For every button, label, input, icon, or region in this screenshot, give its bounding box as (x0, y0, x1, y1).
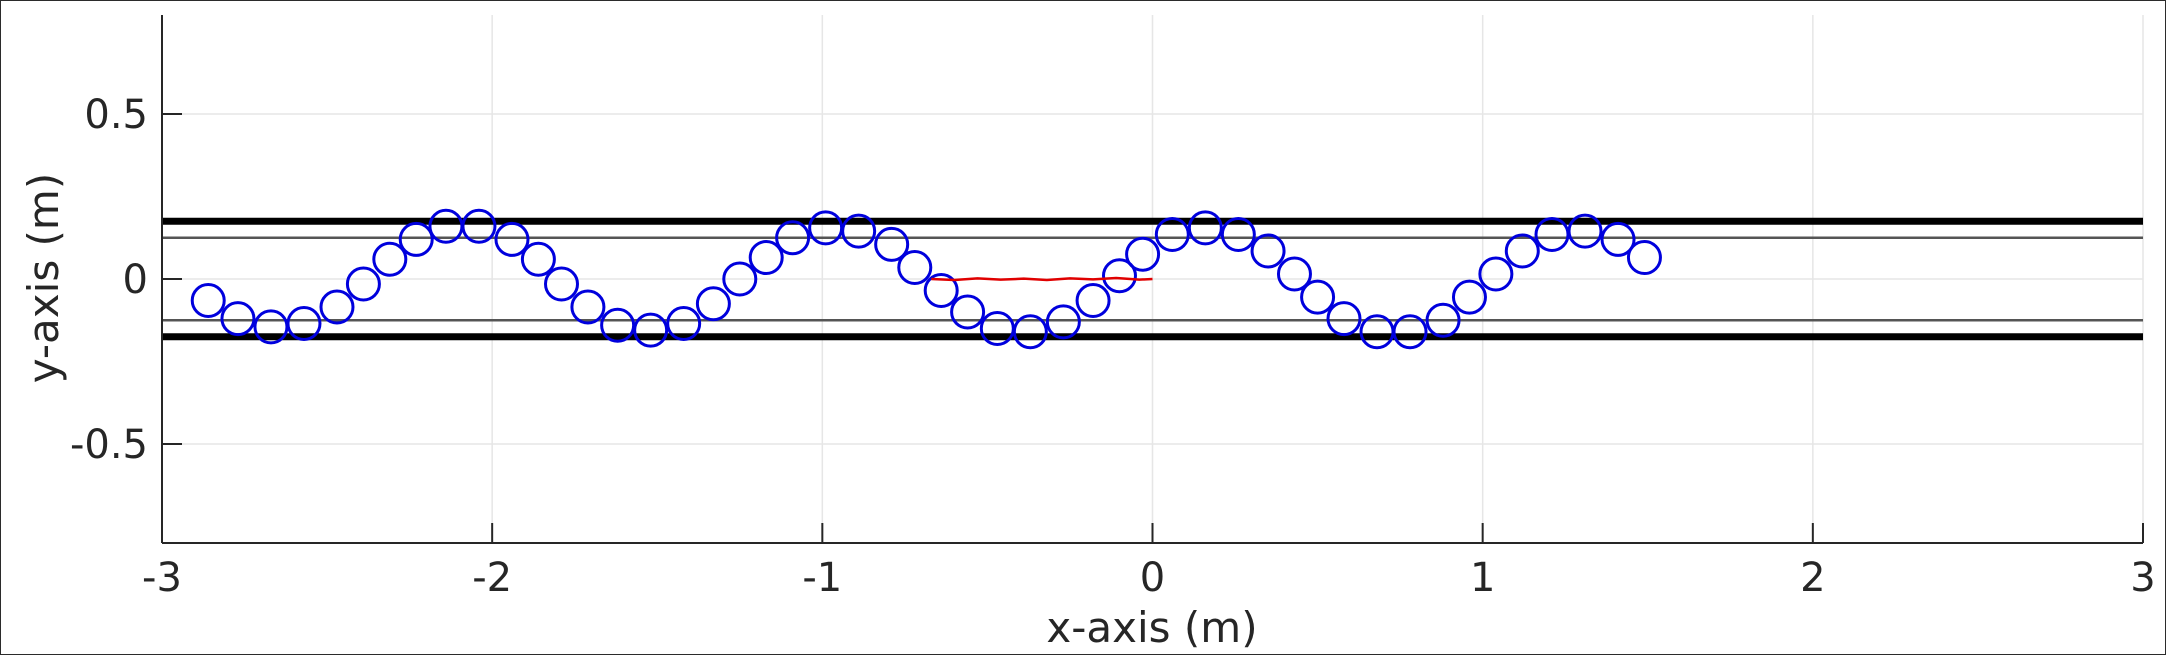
data-point (695, 286, 731, 322)
data-point (1220, 216, 1256, 252)
y-tick-label: 0 (123, 257, 148, 303)
data-point (461, 208, 497, 244)
x-tick-label: 0 (1140, 555, 1165, 601)
data-point (220, 301, 256, 337)
data-point (1478, 256, 1514, 292)
data-point (494, 221, 530, 257)
data-point (286, 306, 322, 342)
data-point (345, 266, 381, 302)
data-point (808, 210, 844, 246)
data-point (1600, 221, 1636, 257)
data-point (544, 266, 580, 302)
x-tick-label: 3 (2130, 555, 2155, 601)
tick-labels: -3 -2 -1 0 1 2 3 -0.5 0 0.5 (70, 92, 2156, 601)
x-tick-label: -2 (472, 555, 512, 601)
data-point (570, 289, 606, 325)
data-point (722, 261, 758, 297)
data-point (1425, 302, 1461, 338)
axes (161, 15, 2144, 544)
data-point (841, 213, 877, 249)
data-point (1504, 233, 1540, 269)
data-point (520, 241, 556, 277)
data-point (666, 306, 702, 342)
data-point (897, 249, 933, 285)
y-tick-label: -0.5 (70, 422, 148, 468)
x-tick-label: 1 (1470, 555, 1495, 601)
data-point (190, 282, 226, 318)
x-tick-label: -3 (142, 555, 182, 601)
data-point (923, 273, 959, 309)
y-axis-label: y-axis (m) (19, 173, 68, 383)
data-point (1326, 301, 1362, 337)
data-point (1045, 304, 1081, 340)
data-point (1075, 282, 1111, 318)
data-point (1101, 258, 1137, 294)
path-line (931, 276, 1153, 282)
data-point (1154, 216, 1190, 252)
data-point (775, 220, 811, 256)
data-point (1012, 314, 1048, 350)
data-point (1300, 279, 1336, 315)
reference-lines (162, 217, 2143, 341)
data-point (874, 226, 910, 262)
data-marks (190, 208, 1662, 350)
y-tick-label: 0.5 (84, 92, 148, 138)
x-tick-label: -1 (802, 555, 842, 601)
data-point (633, 312, 669, 348)
data-point (1451, 279, 1487, 315)
data-point (748, 240, 784, 276)
data-point (950, 294, 986, 330)
data-point (1250, 233, 1286, 269)
data-point (1125, 236, 1161, 272)
data-point (1392, 314, 1428, 350)
data-point (1187, 210, 1223, 246)
data-point (372, 241, 408, 277)
data-point (1567, 213, 1603, 249)
x-axis-label: x-axis (m) (1046, 603, 1257, 652)
data-point (319, 289, 355, 325)
data-point (1626, 240, 1662, 276)
x-tick-label: 2 (1800, 555, 1825, 601)
data-point (600, 307, 636, 343)
data-point (398, 221, 434, 257)
data-point (1276, 256, 1312, 292)
